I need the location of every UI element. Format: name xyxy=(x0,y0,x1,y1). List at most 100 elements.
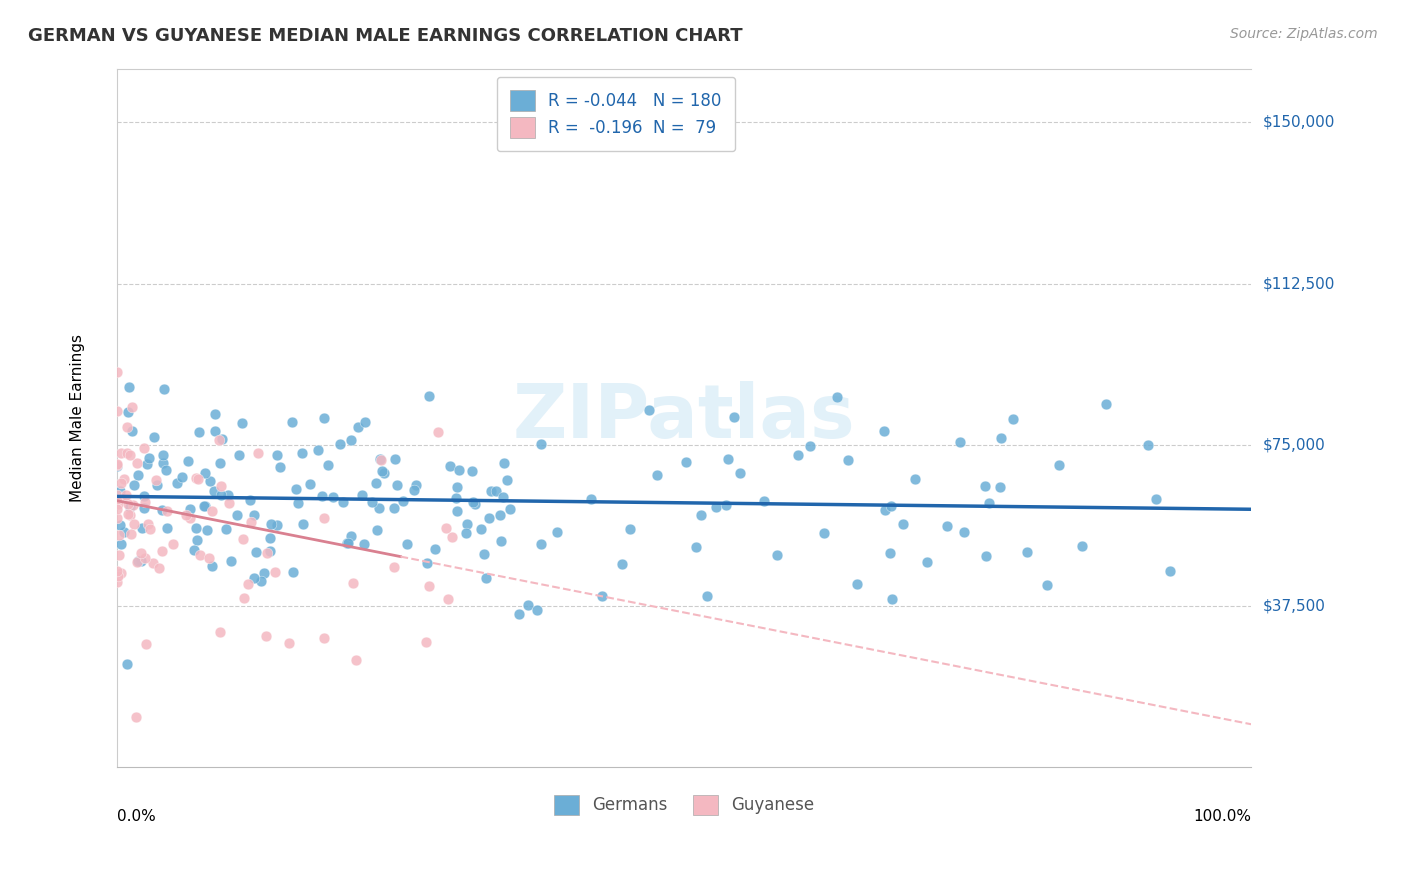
Point xyxy=(463,495,485,509)
Point xyxy=(204,424,226,438)
Point xyxy=(188,425,211,439)
Point xyxy=(231,416,253,430)
Point xyxy=(150,543,173,558)
Point xyxy=(717,451,740,466)
Point xyxy=(346,419,368,434)
Point xyxy=(117,508,139,522)
Point xyxy=(485,483,508,498)
Point xyxy=(105,458,128,473)
Point xyxy=(489,533,512,548)
Point xyxy=(105,488,128,502)
Point xyxy=(456,525,478,540)
Point xyxy=(1095,397,1118,411)
Point xyxy=(260,516,283,531)
Point xyxy=(799,439,821,453)
Point xyxy=(366,524,388,538)
Point xyxy=(675,455,697,469)
Point xyxy=(441,530,464,544)
Point xyxy=(426,425,449,440)
Point xyxy=(105,492,128,507)
Point xyxy=(875,503,897,517)
Point xyxy=(117,446,139,460)
Point xyxy=(329,437,352,451)
Point xyxy=(105,458,128,472)
Point xyxy=(437,592,460,607)
Point xyxy=(190,548,212,562)
Point xyxy=(373,466,395,480)
Point xyxy=(446,480,468,494)
Point xyxy=(201,504,224,518)
Point xyxy=(105,491,128,506)
Point xyxy=(384,452,406,467)
Point xyxy=(353,537,375,551)
Point xyxy=(825,390,848,404)
Point xyxy=(723,410,745,425)
Point xyxy=(134,495,156,509)
Point xyxy=(456,516,478,531)
Point xyxy=(142,430,165,444)
Text: Source: ZipAtlas.com: Source: ZipAtlas.com xyxy=(1230,27,1378,41)
Point xyxy=(423,541,446,556)
Point xyxy=(382,560,405,574)
Point xyxy=(489,508,512,522)
Point xyxy=(115,419,138,434)
Point xyxy=(174,508,197,523)
Point xyxy=(184,470,207,484)
Point xyxy=(129,546,152,560)
Point xyxy=(125,456,148,470)
Point xyxy=(415,556,437,570)
Point xyxy=(1144,491,1167,506)
Point xyxy=(194,499,217,513)
Point xyxy=(873,424,896,438)
Text: $37,500: $37,500 xyxy=(1263,599,1326,614)
Point xyxy=(418,579,440,593)
Point xyxy=(254,629,277,643)
Point xyxy=(201,559,224,574)
Point xyxy=(495,473,517,487)
Point xyxy=(619,522,641,536)
Point xyxy=(846,577,869,591)
Point xyxy=(184,521,207,535)
Point xyxy=(449,462,471,476)
Point xyxy=(107,511,129,525)
Point xyxy=(339,529,361,543)
Point xyxy=(266,448,288,462)
Point xyxy=(307,442,329,457)
Point xyxy=(311,489,333,503)
Point xyxy=(136,458,159,472)
Point xyxy=(179,502,201,516)
Point xyxy=(714,499,737,513)
Legend: Germans, Guyanese: Germans, Guyanese xyxy=(547,789,821,822)
Point xyxy=(337,536,360,550)
Point xyxy=(136,516,159,531)
Point xyxy=(402,483,425,498)
Point xyxy=(107,497,129,511)
Point xyxy=(530,537,553,551)
Point xyxy=(110,475,132,490)
Point xyxy=(245,545,267,559)
Point xyxy=(837,453,859,467)
Point xyxy=(209,487,232,501)
Point xyxy=(183,542,205,557)
Point xyxy=(156,521,179,535)
Point xyxy=(115,488,138,502)
Point xyxy=(880,591,903,606)
Point xyxy=(179,511,201,525)
Point xyxy=(360,495,382,509)
Point xyxy=(370,453,392,467)
Point xyxy=(645,468,668,483)
Point xyxy=(135,637,157,651)
Point xyxy=(145,478,167,492)
Point xyxy=(145,473,167,487)
Point xyxy=(915,554,938,568)
Point xyxy=(115,657,138,671)
Point xyxy=(312,411,335,425)
Point xyxy=(200,474,222,488)
Point xyxy=(880,499,903,513)
Point xyxy=(728,466,751,480)
Point xyxy=(259,532,281,546)
Point xyxy=(813,526,835,541)
Point xyxy=(198,550,221,565)
Point xyxy=(209,479,232,493)
Point xyxy=(517,598,540,612)
